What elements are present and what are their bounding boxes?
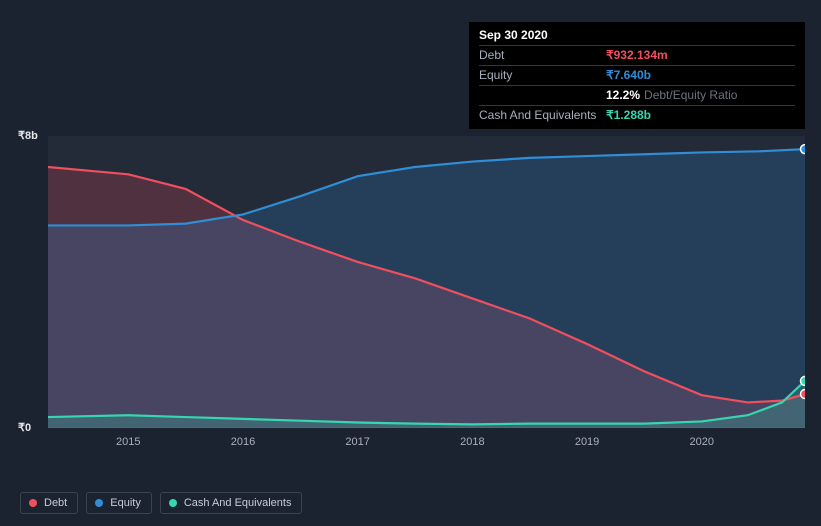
tooltip-panel: Sep 30 2020 Debt₹932.134mEquity₹7.640b12…: [469, 22, 805, 129]
tooltip-row-suffix: Debt/Equity Ratio: [644, 88, 737, 103]
legend-item-equity[interactable]: Equity: [86, 492, 152, 514]
tooltip-row-value: ₹7.640b: [606, 68, 651, 83]
chart-svg: [48, 136, 805, 428]
legend-item-cash-and-equivalents[interactable]: Cash And Equivalents: [160, 492, 303, 514]
legend-dot-icon: [169, 499, 177, 507]
legend-label: Cash And Equivalents: [184, 497, 292, 509]
x-tick-label: 2019: [575, 436, 599, 448]
tooltip-row: Cash And Equivalents₹1.288b: [479, 105, 795, 125]
legend-item-debt[interactable]: Debt: [20, 492, 78, 514]
tooltip-row: 12.2% Debt/Equity Ratio: [479, 85, 795, 105]
x-tick-label: 2020: [690, 436, 714, 448]
plot-area: [48, 136, 805, 428]
x-tick-label: 2018: [460, 436, 484, 448]
endpoint-dot-debt: [801, 390, 806, 399]
x-tick-label: 2017: [345, 436, 369, 448]
tooltip-row-label: [479, 88, 606, 103]
y-tick-label: ₹0: [18, 421, 31, 434]
y-tick-label: ₹8b: [18, 129, 38, 142]
x-tick-label: 2015: [116, 436, 140, 448]
legend: Debt Equity Cash And Equivalents: [20, 492, 302, 514]
tooltip-row-value: 12.2%: [606, 88, 640, 103]
tooltip-row-label: Equity: [479, 68, 606, 83]
endpoint-dot-cash-and-equivalents: [801, 376, 806, 385]
chart-container: ₹0 ₹8b 2015 2016 2017 2018 2019 2020: [18, 120, 808, 465]
tooltip-row-label: Cash And Equivalents: [479, 108, 606, 123]
legend-label: Debt: [44, 497, 67, 509]
tooltip-row: Debt₹932.134m: [479, 45, 795, 65]
tooltip-row-value: ₹932.134m: [606, 48, 668, 63]
tooltip-rows: Debt₹932.134mEquity₹7.640b12.2%Debt/Equi…: [479, 45, 795, 125]
tooltip-row-value: ₹1.288b: [606, 108, 651, 123]
tooltip-date: Sep 30 2020: [479, 28, 795, 45]
tooltip-row-label: Debt: [479, 48, 606, 63]
legend-dot-icon: [95, 499, 103, 507]
endpoint-dot-equity: [801, 145, 806, 154]
legend-dot-icon: [29, 499, 37, 507]
x-tick-label: 2016: [231, 436, 255, 448]
tooltip-row: Equity₹7.640b: [479, 65, 795, 85]
legend-label: Equity: [110, 497, 141, 509]
